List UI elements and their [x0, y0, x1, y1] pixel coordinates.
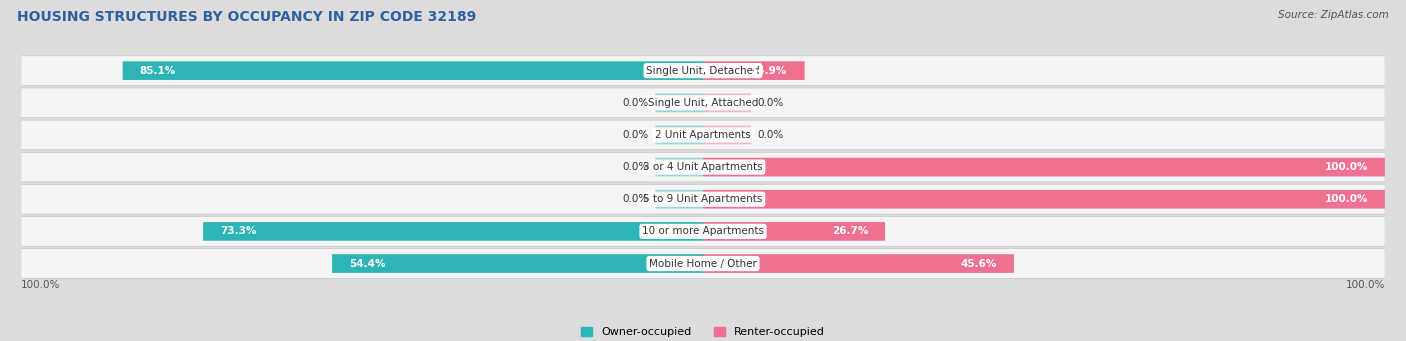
FancyBboxPatch shape — [202, 222, 703, 241]
Text: 0.0%: 0.0% — [623, 98, 648, 108]
FancyBboxPatch shape — [21, 120, 1385, 150]
FancyBboxPatch shape — [21, 56, 1385, 86]
Text: HOUSING STRUCTURES BY OCCUPANCY IN ZIP CODE 32189: HOUSING STRUCTURES BY OCCUPANCY IN ZIP C… — [17, 10, 477, 24]
FancyBboxPatch shape — [703, 125, 751, 144]
Text: 14.9%: 14.9% — [751, 65, 787, 76]
Text: 2 Unit Apartments: 2 Unit Apartments — [655, 130, 751, 140]
FancyBboxPatch shape — [655, 158, 703, 176]
Text: 73.3%: 73.3% — [221, 226, 256, 236]
Text: 100.0%: 100.0% — [1324, 162, 1368, 172]
FancyBboxPatch shape — [655, 93, 703, 112]
Text: Single Unit, Detached: Single Unit, Detached — [647, 65, 759, 76]
Text: 0.0%: 0.0% — [623, 162, 648, 172]
FancyBboxPatch shape — [21, 184, 1385, 214]
Text: Single Unit, Attached: Single Unit, Attached — [648, 98, 758, 108]
FancyBboxPatch shape — [655, 125, 703, 144]
FancyBboxPatch shape — [21, 152, 1385, 182]
Text: 10 or more Apartments: 10 or more Apartments — [643, 226, 763, 236]
Text: 85.1%: 85.1% — [139, 65, 176, 76]
FancyBboxPatch shape — [21, 217, 1385, 246]
FancyBboxPatch shape — [703, 158, 1385, 176]
Text: 0.0%: 0.0% — [623, 194, 648, 204]
FancyBboxPatch shape — [703, 93, 751, 112]
Text: Mobile Home / Other: Mobile Home / Other — [650, 258, 756, 269]
Text: 100.0%: 100.0% — [1346, 280, 1385, 290]
Text: 45.6%: 45.6% — [960, 258, 997, 269]
Legend: Owner-occupied, Renter-occupied: Owner-occupied, Renter-occupied — [581, 327, 825, 337]
Text: 100.0%: 100.0% — [1324, 194, 1368, 204]
FancyBboxPatch shape — [703, 254, 1014, 273]
Text: 0.0%: 0.0% — [623, 130, 648, 140]
Text: 0.0%: 0.0% — [758, 98, 783, 108]
FancyBboxPatch shape — [21, 249, 1385, 278]
Text: 26.7%: 26.7% — [831, 226, 868, 236]
FancyBboxPatch shape — [703, 61, 804, 80]
Text: 100.0%: 100.0% — [21, 280, 60, 290]
Text: 5 to 9 Unit Apartments: 5 to 9 Unit Apartments — [644, 194, 762, 204]
Text: Source: ZipAtlas.com: Source: ZipAtlas.com — [1278, 10, 1389, 20]
Text: 0.0%: 0.0% — [758, 130, 783, 140]
Text: 54.4%: 54.4% — [349, 258, 385, 269]
FancyBboxPatch shape — [703, 222, 884, 241]
FancyBboxPatch shape — [21, 88, 1385, 118]
FancyBboxPatch shape — [703, 190, 1385, 209]
FancyBboxPatch shape — [332, 254, 703, 273]
Text: 3 or 4 Unit Apartments: 3 or 4 Unit Apartments — [643, 162, 763, 172]
FancyBboxPatch shape — [122, 61, 703, 80]
FancyBboxPatch shape — [655, 190, 703, 209]
